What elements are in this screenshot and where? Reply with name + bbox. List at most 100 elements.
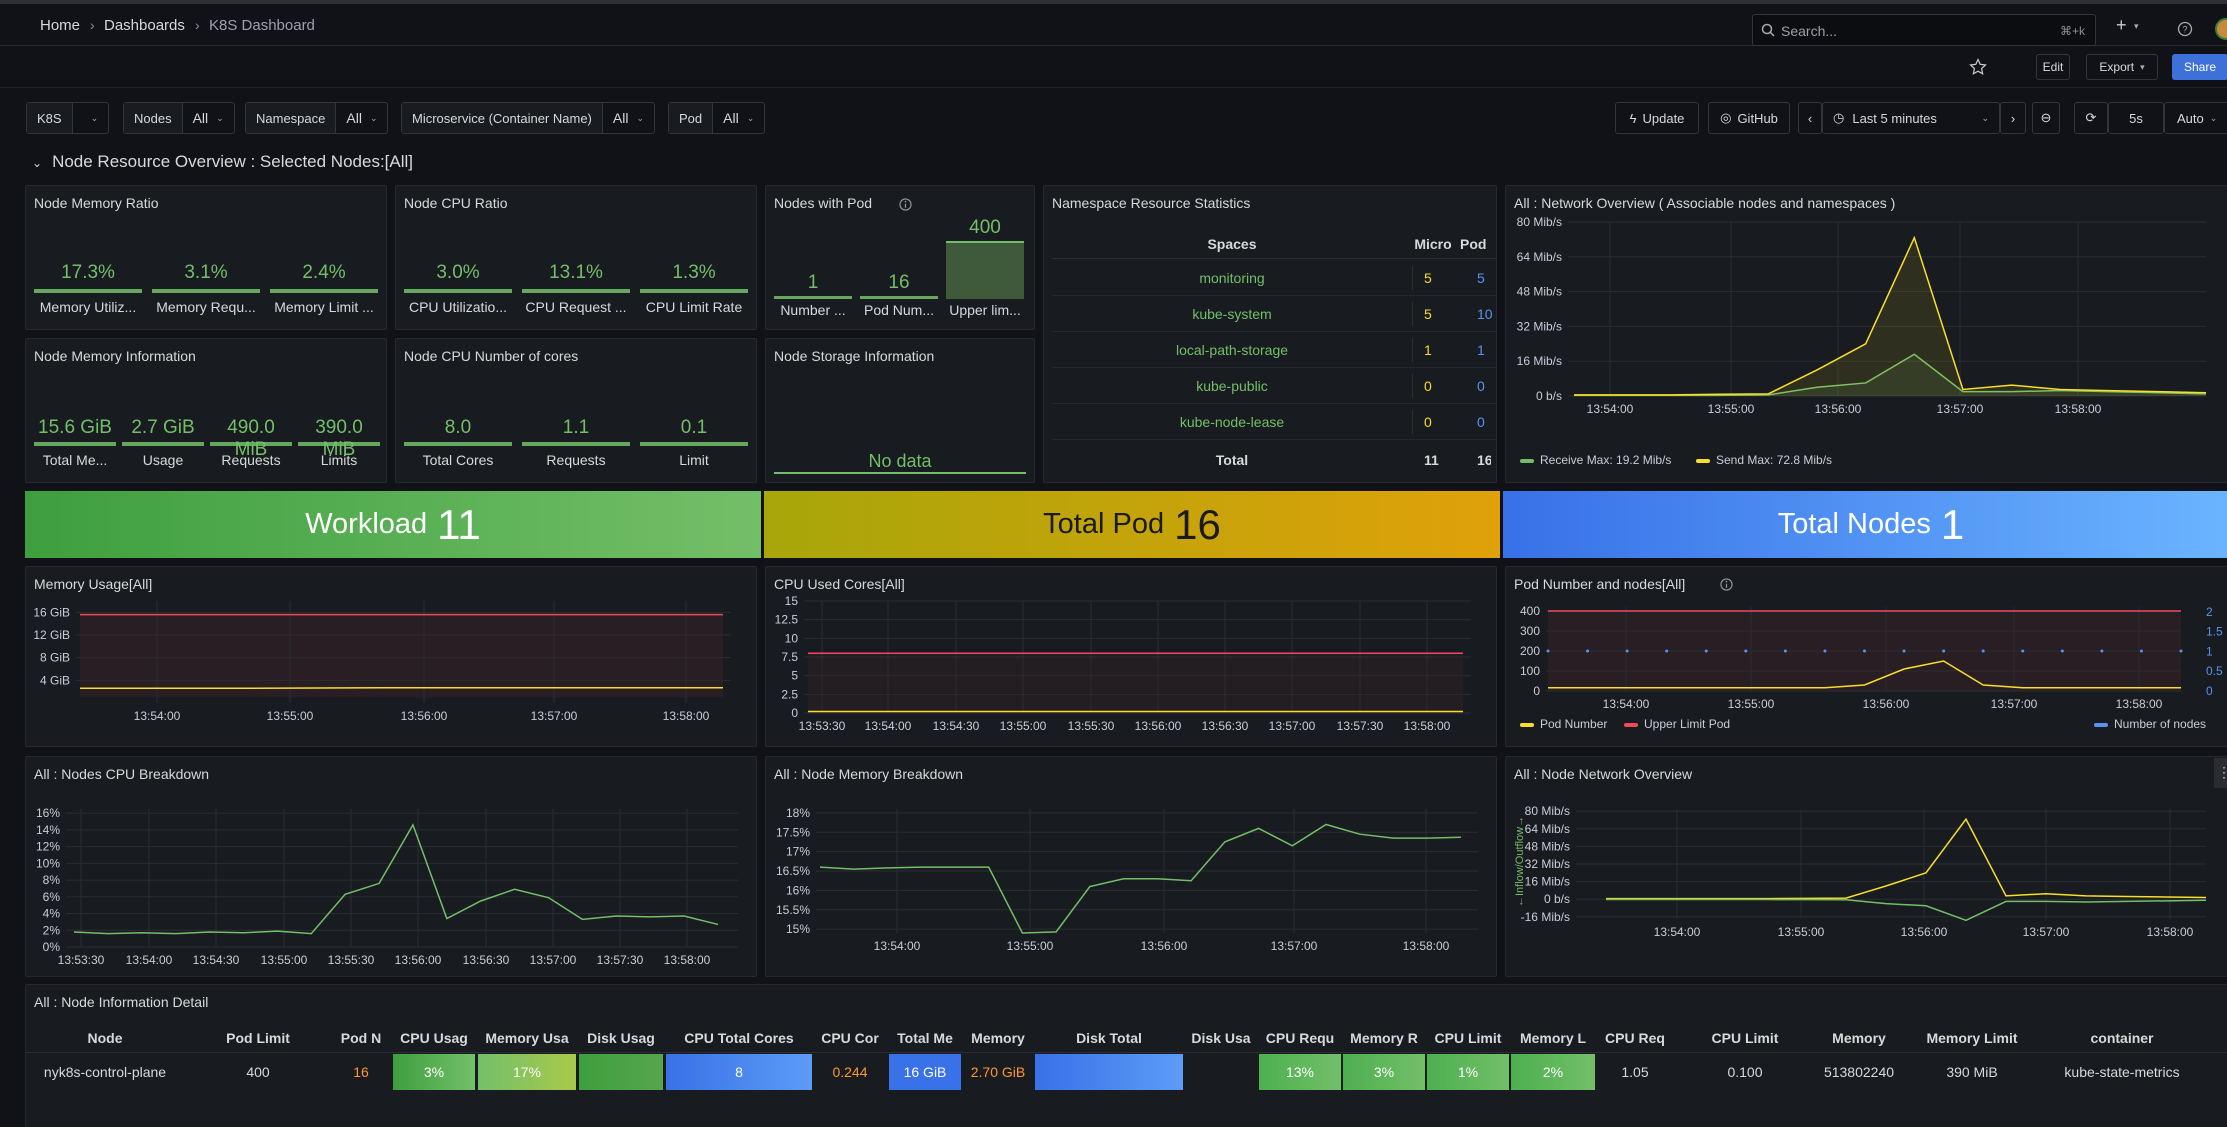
breadcrumb-dashboards[interactable]: Dashboards	[104, 17, 185, 34]
variable-value[interactable]: All ⌄	[336, 103, 387, 133]
x-tick-label: 13:57:30	[1337, 719, 1384, 733]
auto-refresh-select[interactable]: Auto ⌄	[2164, 102, 2227, 134]
cpu-breakdown-chart[interactable]: 0% 2% 4% 6% 8% 10% 12% 14% 16% 13:53:30 13:54:00 13…	[26, 787, 757, 977]
time-forward-button[interactable]: ›	[2000, 102, 2026, 134]
column-header-pod[interactable]: Pod	[1460, 236, 1487, 252]
stat-total-nodes[interactable]: Total Nodes 1	[1503, 491, 2227, 558]
variable-value[interactable]: All ⌄	[183, 103, 234, 133]
column-header[interactable]: Memory R	[1350, 1030, 1418, 1046]
panel-node-network-overview[interactable]: All : Node Network Overview ⋮ -16 Mib/s 0…	[1505, 756, 2227, 977]
add-icon[interactable]: +	[2116, 15, 2127, 35]
series-line-receive[interactable]	[1606, 898, 2207, 922]
legend-upper-limit-pod[interactable]: Upper Limit Pod	[1624, 717, 1730, 731]
table-row[interactable]: kube-public 0 0	[1052, 368, 1496, 404]
panel-pod-number-and-nodes[interactable]: Pod Number and nodes[All] 0 100 200 300 400 1…	[1505, 566, 2227, 747]
column-header[interactable]: Memory L	[1519, 1030, 1587, 1046]
column-header[interactable]: Total Me	[897, 1030, 953, 1046]
search-input[interactable]: Search... ⌘+k	[1752, 14, 2096, 46]
variable-k8s[interactable]: K8S ⌄	[26, 102, 110, 134]
panel-cpu-used-cores[interactable]: CPU Used Cores[All] 0 2.5 5 7.5 10 12.5 15 13:5…	[765, 566, 1497, 747]
column-header[interactable]: CPU Total Cores	[684, 1030, 794, 1046]
column-header[interactable]: Memory Limit	[1926, 1030, 2018, 1046]
panel-menu-icon[interactable]: ⋮	[2214, 758, 2227, 788]
chevron-down-icon[interactable]: ▾	[2134, 21, 2139, 31]
table-row[interactable]: monitoring 5 5	[1052, 260, 1496, 296]
column-header[interactable]: CPU Req	[1605, 1030, 1665, 1046]
column-header[interactable]: Memory	[1832, 1030, 1886, 1046]
refresh-interval[interactable]: 5s	[2108, 102, 2164, 134]
series-line-value[interactable]	[73, 823, 719, 935]
column-header[interactable]: container	[2090, 1030, 2154, 1046]
column-header[interactable]: CPU Limit	[1434, 1030, 1502, 1046]
variable-value[interactable]: All ⌄	[603, 103, 654, 133]
panel-nodes-cpu-breakdown[interactable]: All : Nodes CPU Breakdown 0% 2% 4% 6% 8% 10% 1…	[25, 756, 757, 977]
node-network-chart[interactable]: -16 Mib/s 0 b/s 16 Mib/s 32 Mib/s 48 Mib/s 64…	[1506, 787, 2227, 977]
row-header[interactable]: ⌄ Node Resource Overview : Selected Nodes…	[32, 152, 413, 172]
breadcrumb-home[interactable]: Home	[40, 17, 81, 34]
panel-node-storage-information[interactable]: Node Storage Information No data	[765, 338, 1035, 483]
variable-value[interactable]: All ⌄	[713, 103, 764, 133]
column-header[interactable]: Disk Usa	[1191, 1030, 1251, 1046]
help-icon[interactable]: ?	[2177, 21, 2193, 37]
legend-receive[interactable]: Receive Max: 19.2 Mib/s	[1520, 453, 1671, 467]
column-header[interactable]: Disk Total	[1076, 1030, 1142, 1046]
column-header[interactable]: Node	[87, 1030, 123, 1046]
panel-nodes-with-pod[interactable]: Nodes with Pod 1 Number ... 16 Pod Num... 40…	[765, 185, 1035, 330]
memory-usage-chart[interactable]: 4 GiB 8 GiB 12 GiB 16 GiB 13:54:00 13:55:00 13…	[26, 591, 757, 747]
column-header[interactable]: Disk Usag	[587, 1030, 655, 1046]
variable-namespace[interactable]: Namespace All ⌄	[245, 102, 389, 134]
time-range-picker[interactable]: ◷ Last 5 minutes ⌄	[1822, 102, 2000, 134]
column-header-spaces[interactable]: Spaces	[1207, 236, 1257, 252]
panel-node-cpu-ratio[interactable]: Node CPU Ratio 3.0% CPU Utilizatio... 13.1…	[395, 185, 757, 330]
avatar[interactable]	[2215, 18, 2227, 40]
table-row[interactable]: kube-system 5 10	[1052, 296, 1496, 332]
variable-nodes[interactable]: Nodes All ⌄	[123, 102, 235, 134]
share-button[interactable]: Share	[2172, 54, 2227, 80]
time-back-button[interactable]: ‹	[1798, 102, 1822, 134]
legend-pod-number[interactable]: Pod Number	[1520, 717, 1607, 731]
panel-memory-usage[interactable]: Memory Usage[All] 4 GiB 8 GiB 12 GiB 16 GiB…	[25, 566, 757, 747]
refresh-button[interactable]: ⟳	[2074, 102, 2108, 134]
export-button[interactable]: Export ▾	[2086, 54, 2158, 80]
edit-button[interactable]: Edit	[2036, 54, 2070, 80]
stat-workload[interactable]: Workload 11	[25, 491, 761, 558]
series-line-value[interactable]	[819, 823, 1462, 934]
zoom-out-button[interactable]: ⊖	[2032, 102, 2060, 134]
column-header-micro[interactable]: Micro	[1414, 236, 1452, 252]
update-button[interactable]: ϟ Update	[1615, 102, 1699, 134]
column-header[interactable]: CPU Usag	[400, 1030, 468, 1046]
stat-total-pod[interactable]: Total Pod 16	[764, 491, 1500, 558]
panel-node-cpu-cores[interactable]: Node CPU Number of cores 8.0 Total Cores 1…	[395, 338, 757, 483]
series-line-send[interactable]	[1574, 235, 2207, 396]
panel-network-overview[interactable]: All : Network Overview ( Associable node…	[1505, 185, 2227, 483]
network-overview-chart[interactable]: 0 b/s 16 Mib/s 32 Mib/s 48 Mib/s 64 Mib/s 80 …	[1506, 216, 2227, 421]
cpu-used-cores-chart[interactable]: 0 2.5 5 7.5 10 12.5 15 13:53:30 13:54:00 13:54:30…	[766, 591, 1497, 747]
info-icon[interactable]	[899, 198, 912, 211]
column-header[interactable]: Memory Usa	[485, 1030, 569, 1046]
column-header[interactable]: Pod N	[340, 1030, 382, 1046]
table-row[interactable]: kube-node-lease 0 0	[1052, 404, 1496, 440]
series-line-usage[interactable]	[80, 686, 723, 690]
panel-node-memory-ratio[interactable]: Node Memory Ratio 17.3% Memory Utiliz... 3…	[25, 185, 387, 330]
column-header[interactable]: Pod Limit	[226, 1030, 290, 1046]
series-line-pod-number[interactable]	[1548, 660, 2181, 689]
panel-namespace-resource-statistics[interactable]: Namespace Resource Statistics Spaces Mic…	[1043, 185, 1497, 483]
column-header[interactable]: CPU Requ	[1265, 1030, 1335, 1046]
variable-microservice[interactable]: Microservice (Container Name) All ⌄	[401, 102, 655, 134]
column-header[interactable]: CPU Limit	[1711, 1030, 1779, 1046]
legend-send[interactable]: Send Max: 72.8 Mib/s	[1696, 453, 1832, 467]
panel-node-memory-information[interactable]: Node Memory Information 15.6 GiB Total Me…	[25, 338, 387, 483]
table-row[interactable]: local-path-storage 1 1	[1052, 332, 1496, 368]
column-header[interactable]: Memory	[971, 1030, 1025, 1046]
variable-pod[interactable]: Pod All ⌄	[668, 102, 766, 134]
series-line-send[interactable]	[1606, 817, 2207, 900]
panel-node-memory-breakdown[interactable]: All : Node Memory Breakdown 15% 15.5% 16% 1…	[765, 756, 1497, 977]
variable-value[interactable]: ⌄	[73, 103, 109, 133]
column-header[interactable]: CPU Cor	[821, 1030, 879, 1046]
memory-breakdown-chart[interactable]: 15% 15.5% 16% 16.5% 17% 17.5% 18% 13:54:00 13:55…	[766, 787, 1497, 977]
github-button[interactable]: ◎ GitHub	[1708, 102, 1790, 134]
pod-number-chart[interactable]: 0 100 200 300 400 13:54:00 13:55:00 13:56:00 13:…	[1506, 591, 2227, 721]
star-icon[interactable]	[1969, 58, 1987, 76]
info-icon[interactable]	[1720, 578, 1733, 591]
legend-number-of-nodes[interactable]: Number of nodes	[2094, 717, 2206, 731]
